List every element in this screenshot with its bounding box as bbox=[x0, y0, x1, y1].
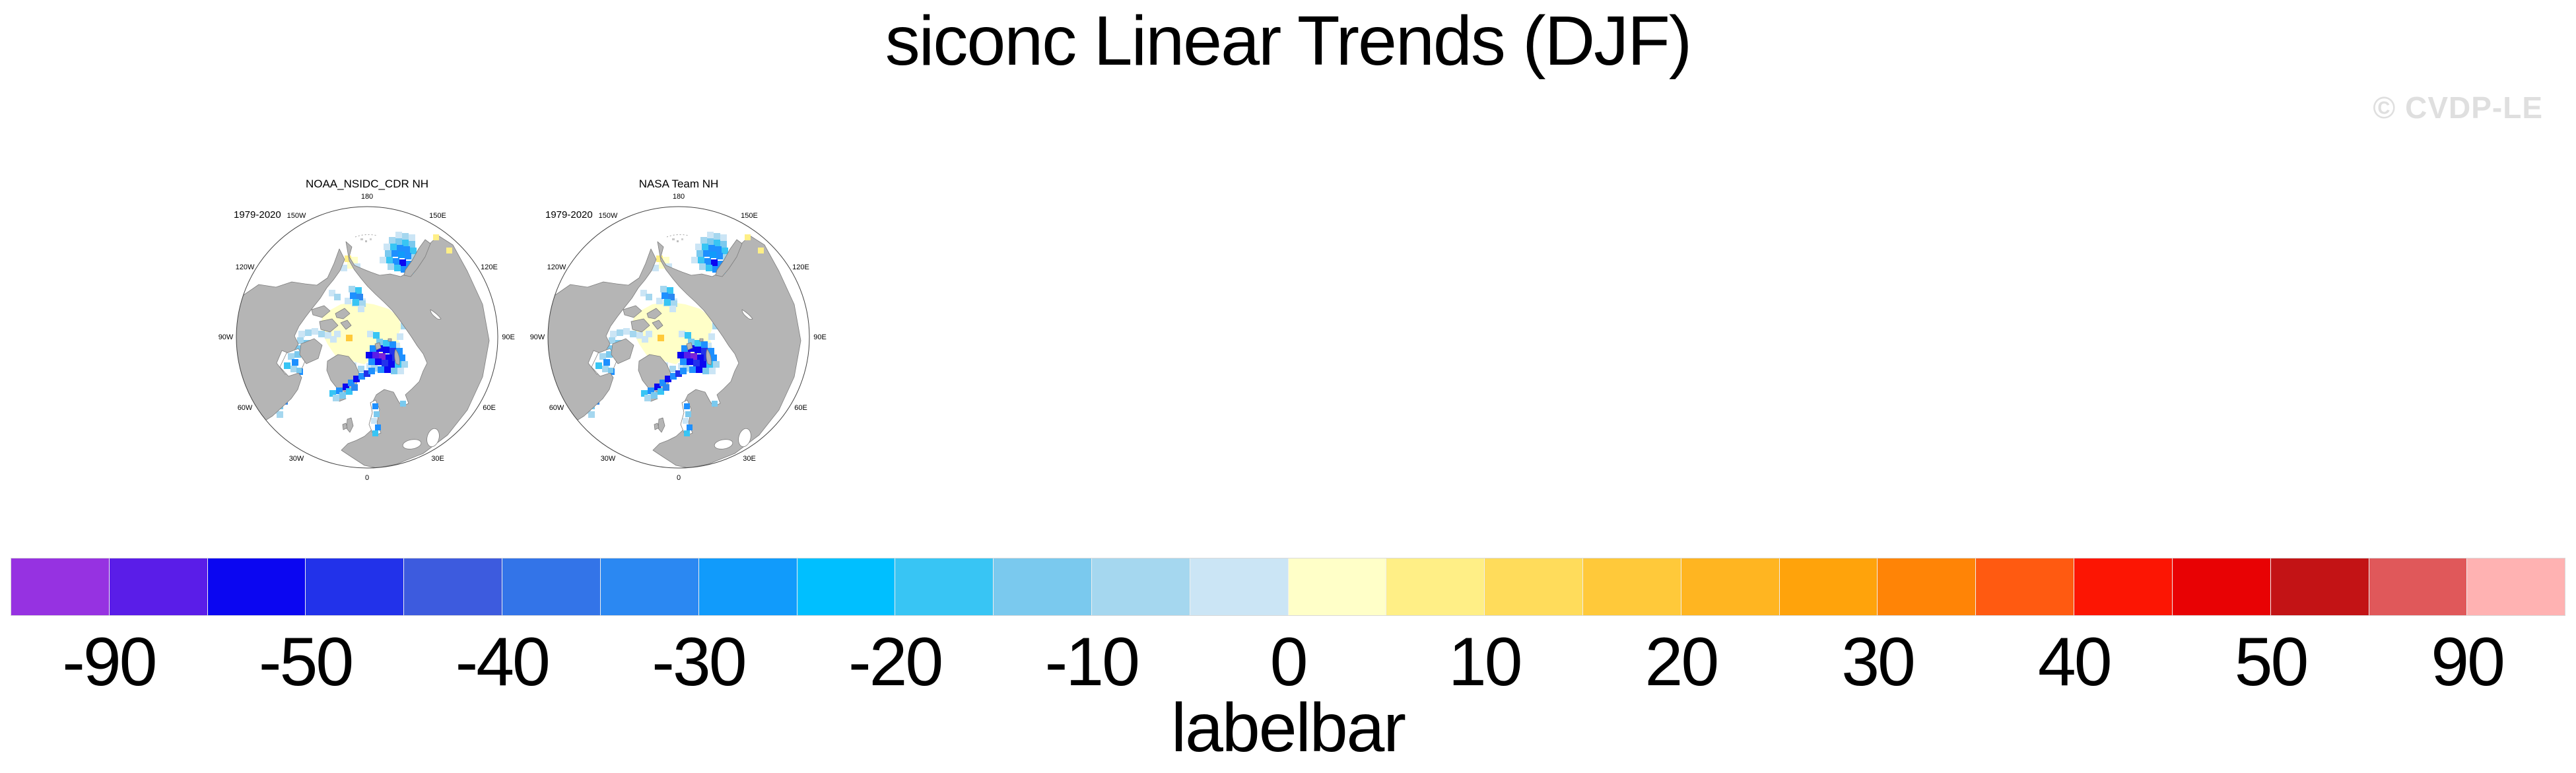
colorbar-segment bbox=[2074, 558, 2173, 615]
colorbar-segment bbox=[2369, 558, 2468, 615]
colorbar-segment bbox=[994, 558, 1092, 615]
lon-label-30w: 30W bbox=[600, 455, 616, 463]
colorbar-segment bbox=[404, 558, 503, 615]
colorbar-tick-label: -20 bbox=[848, 624, 943, 700]
colorbar-tick-label: 30 bbox=[1841, 624, 1916, 700]
map-title: NASA Team NH bbox=[638, 178, 719, 190]
colorbar bbox=[11, 558, 2565, 616]
lon-label-90e: 90E bbox=[502, 333, 515, 341]
colorbar-segment bbox=[2467, 558, 2565, 615]
colorbar-tick-label: 20 bbox=[1644, 624, 1720, 700]
lon-label-60e: 60E bbox=[794, 404, 807, 412]
lon-label-180: 180 bbox=[360, 193, 374, 201]
lon-label-150e: 150E bbox=[429, 212, 446, 220]
colorbar-tick-label: -30 bbox=[652, 624, 747, 700]
cvdp-watermark: © CVDP-LE bbox=[2373, 90, 2543, 125]
lon-label-60e: 60E bbox=[483, 404, 496, 412]
colorbar-segment bbox=[306, 558, 405, 615]
lon-label-60w: 60W bbox=[549, 404, 564, 412]
map-panel-nasa-team: NASA Team NH 1979-2020 180 150W 150E 120… bbox=[530, 175, 827, 490]
lon-label-120w: 120W bbox=[547, 263, 566, 271]
map-panel-noaa-nsidc-cdr: NOAA_NSIDC_CDR NH 1979-2020 180 150W 150… bbox=[219, 175, 515, 490]
colorbar-segment bbox=[1091, 558, 1190, 615]
colorbar-segment bbox=[207, 558, 306, 615]
colorbar-title: labelbar bbox=[1170, 690, 1406, 766]
colorbar-tick-label: -10 bbox=[1044, 624, 1140, 700]
page-title: siconc Linear Trends (DJF) bbox=[885, 2, 1692, 80]
lon-label-90e: 90E bbox=[813, 333, 827, 341]
lon-label-30e: 30E bbox=[743, 455, 756, 463]
lon-label-90w: 90W bbox=[529, 333, 545, 341]
colorbar-segment bbox=[1878, 558, 1977, 615]
colorbar-segment bbox=[1288, 558, 1387, 615]
map-period-label: 1979-2020 bbox=[545, 209, 593, 220]
colorbar-segment bbox=[1190, 558, 1289, 615]
colorbar-segment bbox=[698, 558, 797, 615]
colorbar-segment bbox=[600, 558, 699, 615]
colorbar-segment bbox=[797, 558, 896, 615]
colorbar-segment bbox=[1681, 558, 1780, 615]
lon-label-120e: 120E bbox=[481, 263, 498, 271]
colorbar-tick-label: 0 bbox=[1270, 624, 1308, 700]
lon-label-180: 180 bbox=[672, 193, 685, 201]
colorbar-tick-label: 50 bbox=[2234, 624, 2309, 700]
colorbar-segment bbox=[1485, 558, 1583, 615]
colorbar-tick-label: 90 bbox=[2431, 624, 2505, 700]
lon-label-0: 0 bbox=[364, 474, 370, 482]
lon-label-150w: 150W bbox=[598, 212, 618, 220]
colorbar-tick-label: -40 bbox=[455, 624, 551, 700]
colorbar-tick-label: -90 bbox=[62, 624, 157, 700]
lon-label-60w: 60W bbox=[237, 404, 253, 412]
colorbar-tick-label: 10 bbox=[1448, 624, 1523, 700]
lon-label-30e: 30E bbox=[431, 455, 444, 463]
lon-label-120e: 120E bbox=[792, 263, 809, 271]
lon-label-150e: 150E bbox=[741, 212, 758, 220]
colorbar-tick-label: -50 bbox=[258, 624, 354, 700]
lon-label-90w: 90W bbox=[218, 333, 234, 341]
lon-label-30w: 30W bbox=[288, 455, 304, 463]
colorbar-segment bbox=[1386, 558, 1485, 615]
lon-label-0: 0 bbox=[676, 474, 681, 482]
map-period-label: 1979-2020 bbox=[234, 209, 281, 220]
colorbar-segment bbox=[1779, 558, 1878, 615]
map-title: NOAA_NSIDC_CDR NH bbox=[305, 178, 429, 190]
colorbar-segment bbox=[2270, 558, 2369, 615]
colorbar-segment bbox=[1976, 558, 2075, 615]
colorbar-segment bbox=[895, 558, 994, 615]
colorbar-segment bbox=[109, 558, 208, 615]
colorbar-segment bbox=[11, 558, 110, 615]
colorbar-segment bbox=[2172, 558, 2271, 615]
lon-label-150w: 150W bbox=[287, 212, 306, 220]
colorbar-tick-label: 40 bbox=[2037, 624, 2113, 700]
colorbar-segment bbox=[1583, 558, 1681, 615]
colorbar-segment bbox=[502, 558, 601, 615]
lon-label-120w: 120W bbox=[235, 263, 255, 271]
